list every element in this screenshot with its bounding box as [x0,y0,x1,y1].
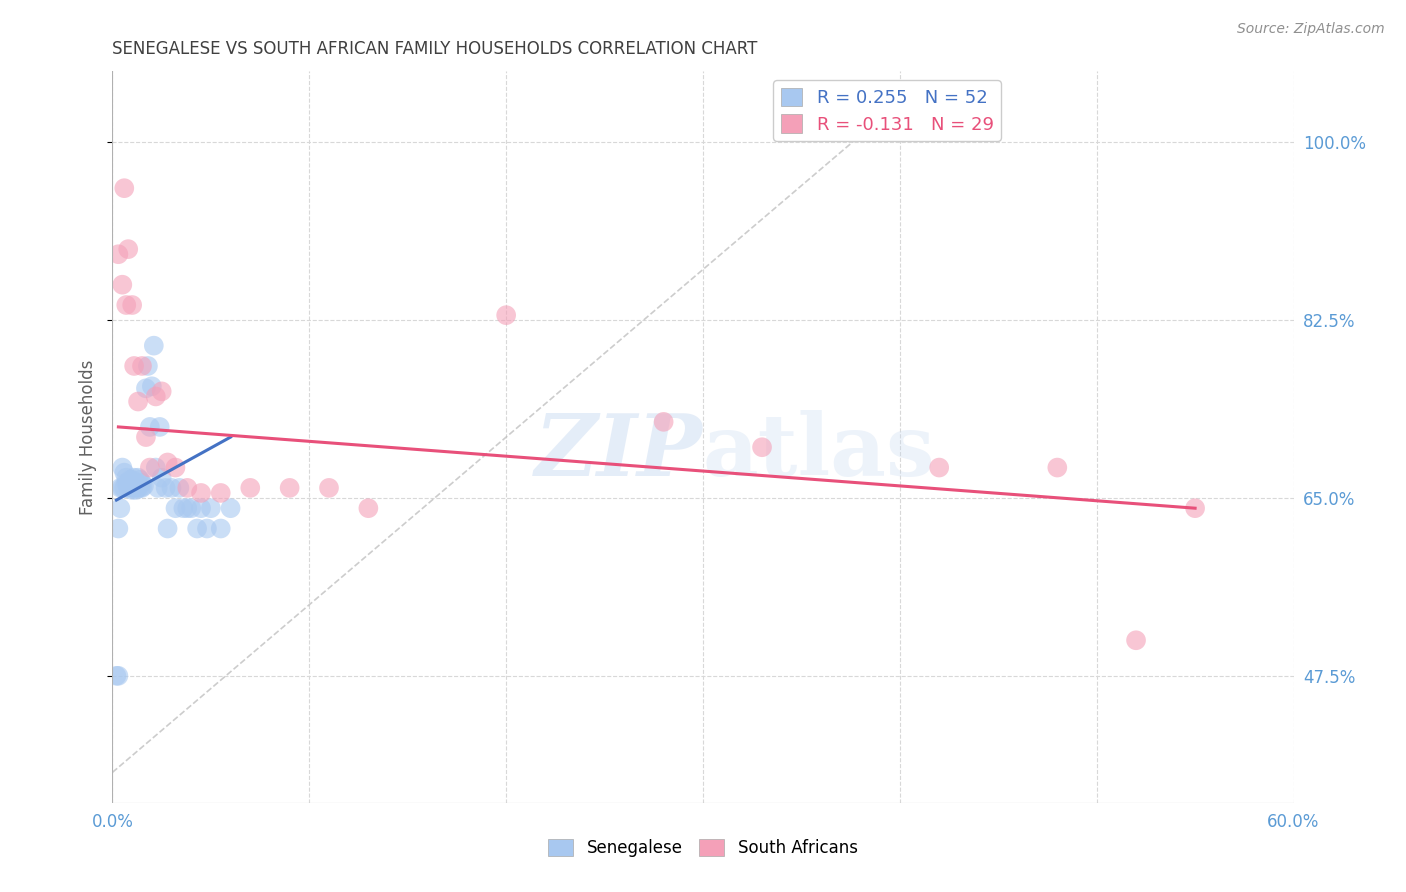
Point [125,483,148,497]
Point [141,379,163,393]
Point [136,359,159,373]
Point [110,481,132,495]
Point [121,298,143,312]
Point [1125,633,1147,648]
Point [239,481,262,495]
Point [155,481,177,495]
Point [112,466,135,480]
Point [176,501,198,516]
Text: atlas: atlas [703,409,935,493]
Point [652,415,675,429]
Point [122,359,145,373]
Point [121,481,143,495]
Point [111,460,134,475]
Point [125,475,148,490]
Point [160,481,183,495]
Point [127,394,149,409]
Point [111,277,134,292]
Point [110,501,132,516]
Point [127,481,149,495]
Point [112,481,135,495]
Point [156,522,179,536]
Point [165,460,187,475]
Point [117,475,139,490]
Point [149,420,172,434]
Point [139,420,162,434]
Point [117,242,139,256]
Point [219,501,242,516]
Point [1184,501,1206,516]
Point [117,481,139,495]
Point [107,247,129,261]
Point [122,471,145,485]
Point [165,501,187,516]
Point [111,481,134,495]
Point [195,522,218,536]
Point [278,481,301,495]
Point [135,430,157,444]
Point [357,501,380,516]
Point [112,181,135,195]
Point [169,481,191,495]
Point [751,440,773,454]
Point [145,460,167,475]
Legend: Senegalese, South Africans: Senegalese, South Africans [541,832,865,864]
Point [122,481,145,495]
Point [209,486,232,500]
Point [190,501,212,516]
Point [120,478,142,492]
Point [105,669,128,683]
Point [107,669,129,683]
Point [121,473,143,487]
Point [115,298,138,312]
Point [172,501,194,516]
Point [928,460,950,475]
Point [131,475,153,490]
Point [131,359,153,373]
Point [190,486,212,500]
Y-axis label: Family Households: Family Households [79,359,97,515]
Point [495,308,517,322]
Text: Source: ZipAtlas.com: Source: ZipAtlas.com [1237,22,1385,37]
Point [186,522,208,536]
Point [131,481,153,495]
Point [150,471,173,485]
Point [142,339,165,353]
Point [180,501,202,516]
Point [121,483,143,497]
Point [129,481,152,495]
Point [1046,460,1069,475]
Point [115,475,138,490]
Point [200,501,222,516]
Point [145,389,167,403]
Point [150,384,173,399]
Point [107,522,129,536]
Point [156,455,179,469]
Point [127,471,149,485]
Text: ZIP: ZIP [536,410,703,493]
Point [135,381,157,395]
Text: SENEGALESE VS SOUTH AFRICAN FAMILY HOUSEHOLDS CORRELATION CHART: SENEGALESE VS SOUTH AFRICAN FAMILY HOUSE… [112,40,758,58]
Point [120,473,142,487]
Point [129,473,152,487]
Point [132,479,155,493]
Point [146,481,169,495]
Point [139,460,162,475]
Point [176,481,198,495]
Point [115,471,138,485]
Point [209,522,232,536]
Point [318,481,340,495]
